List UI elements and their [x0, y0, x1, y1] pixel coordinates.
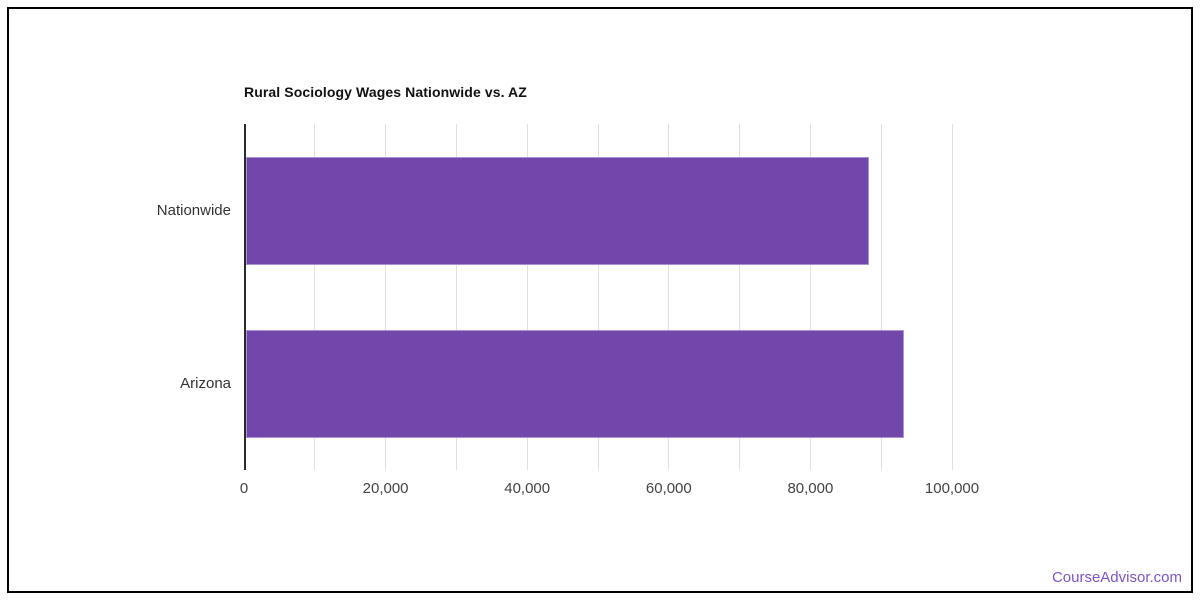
gridline: [951, 124, 953, 470]
plot-area: Nationwide Arizona 0 20,000 40,000 60,000 80,0…: [157, 124, 979, 497]
gridline: [597, 124, 599, 470]
category-label-nationwide: Nationwide: [156, 201, 231, 219]
gridline: [809, 124, 811, 470]
gridline: [880, 124, 882, 470]
gridline: [526, 124, 528, 470]
gridline: [385, 124, 387, 470]
gridline: [668, 124, 670, 470]
x-tick-label: 100,000: [924, 480, 980, 497]
chart-title: Rural Sociology Wages Nationwide vs. AZ: [244, 84, 527, 100]
courseadvisor-watermark-link[interactable]: CourseAdvisor.com: [1051, 569, 1182, 586]
bar-arizona[interactable]: [246, 329, 904, 438]
x-tick-label: 0: [239, 480, 249, 497]
y-axis-line: [244, 124, 246, 470]
x-tick-label: 80,000: [787, 480, 834, 497]
gridline: [455, 124, 457, 470]
category-label-arizona: Arizona: [180, 374, 231, 392]
gridline: [739, 124, 741, 470]
gridline: [314, 124, 316, 470]
x-tick-label: 20,000: [362, 480, 409, 497]
bar-nationwide[interactable]: [246, 156, 870, 265]
x-tick-label: 60,000: [645, 480, 692, 497]
x-tick-label: 40,000: [504, 480, 551, 497]
